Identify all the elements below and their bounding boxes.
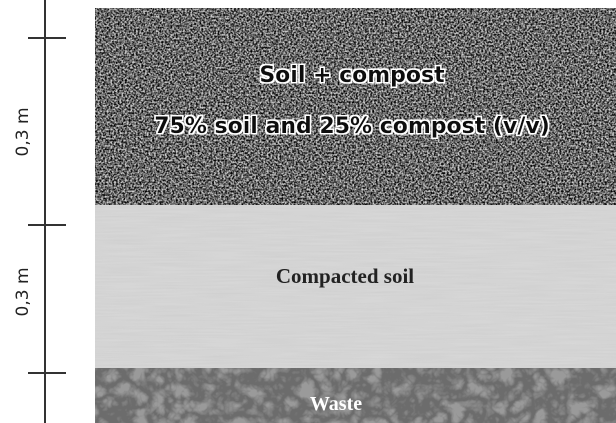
layer-title: Waste bbox=[310, 393, 362, 415]
compacted-texture bbox=[95, 205, 616, 368]
scale-label: 0,3 m bbox=[13, 268, 33, 317]
scale-label: 0,3 m bbox=[13, 108, 33, 157]
soil-texture bbox=[95, 8, 616, 205]
layer-title: Soil + compost bbox=[259, 63, 445, 88]
layer-subtitle: 75% soil and 25% compost (v/v) bbox=[154, 114, 550, 139]
layer-title: Compacted soil bbox=[276, 264, 414, 288]
waste-texture bbox=[95, 368, 616, 423]
